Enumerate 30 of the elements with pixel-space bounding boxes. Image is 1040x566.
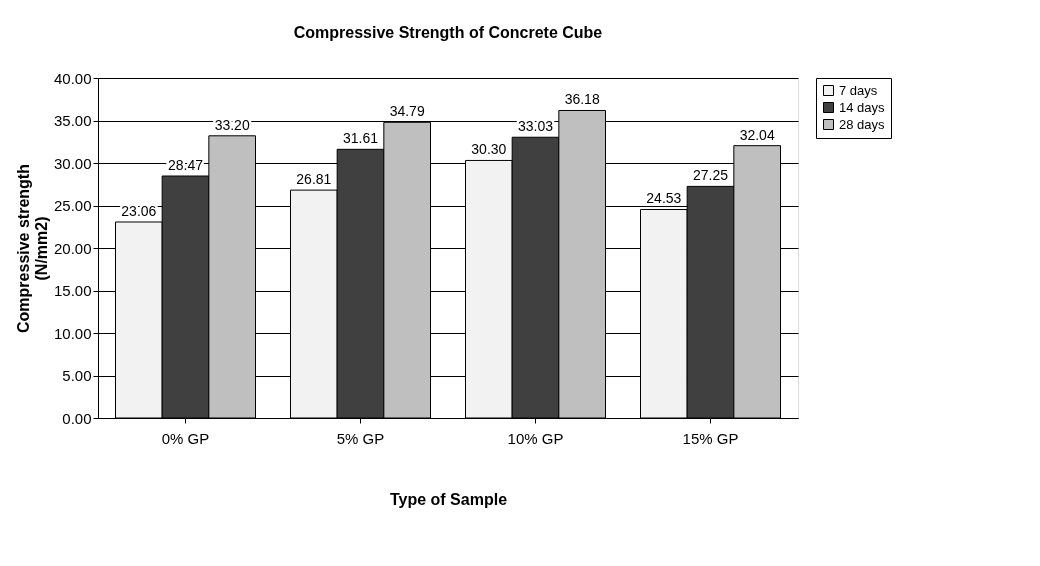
y-tick-label: 5.00 [62,367,92,384]
data-label: 33.03 [517,118,554,135]
chart-title: Compressive Strength of Concrete Cube [293,24,603,41]
y-tick-label: 15.00 [53,282,92,299]
data-label: 33.20 [214,116,250,133]
y-tick-label: 25.00 [53,197,92,214]
y-tick-label: 10.00 [53,324,92,342]
data-label: 36.18 [564,91,600,108]
data-label: 26.81 [296,171,332,188]
legend-label: 7 days [839,82,878,98]
data-label: 27.25 [692,167,729,184]
x-tick-label: 5% GP [336,429,385,447]
y-tick-label: 40.00 [53,69,92,87]
y-axis-title: Compressive strength (N/mm2) [14,164,50,333]
y-tick-label: 20.00 [53,239,92,257]
data-label: 30.30 [471,141,507,158]
x-axis-title: Type of Sample [389,490,508,508]
y-tick-label: 35.00 [53,112,92,129]
legend-label: 28 days [839,116,886,132]
x-tick-label: 15% GP [682,429,739,447]
data-label: 32.04 [739,126,775,143]
data-label: 23.06 [121,202,157,219]
data-label: 31.61 [342,130,379,147]
y-tick-label: 0.00 [62,409,92,427]
data-label: 34.79 [389,103,425,120]
x-tick-label: 0% GP [161,429,210,447]
y-tick-label: 30.00 [53,154,92,172]
legend-label: 14 days [839,99,886,115]
x-tick-label: 10% GP [507,429,564,447]
data-label: 24.53 [646,190,682,207]
